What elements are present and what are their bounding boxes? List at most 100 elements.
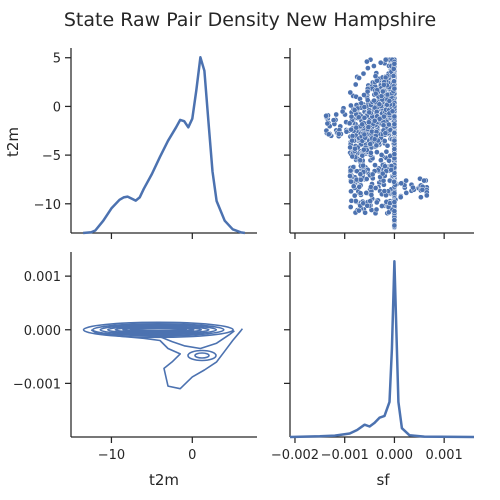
scatter-point [374, 149, 380, 155]
scatter-point [365, 124, 372, 131]
x-axis-label-t2m: t2m [149, 471, 179, 489]
scatter-point [391, 190, 398, 197]
kde2d-contours [82, 321, 244, 390]
kde2d-contour [129, 327, 188, 332]
kde2d-contour [107, 325, 210, 335]
scatter-point [419, 186, 426, 193]
scatter-point [379, 88, 386, 95]
scatter-point [364, 88, 371, 95]
scatter-point [324, 120, 331, 127]
scatter-point [352, 145, 358, 152]
scatter-point [351, 107, 358, 113]
scatter-point [348, 102, 354, 109]
scatter-point [373, 199, 380, 206]
scatter-point [381, 82, 387, 88]
scatter-point [333, 111, 340, 118]
x-axis-label-sf: sf [376, 471, 390, 489]
scatter-point [384, 142, 391, 149]
scatter-point [365, 65, 371, 71]
scatter-point [386, 121, 392, 128]
y-tick-label: 5 [53, 52, 61, 67]
scatter-point [352, 198, 359, 204]
scatter-point [391, 217, 398, 223]
scatter-point [371, 63, 377, 69]
y-tick-label: 0.000 [24, 324, 61, 339]
scatter-point [389, 108, 396, 115]
scatter-point [390, 66, 397, 72]
kde2d-contour [111, 330, 235, 350]
scatter-point [349, 137, 355, 144]
scatter-point [372, 90, 379, 97]
scatter-point [391, 199, 398, 205]
scatter-point [390, 73, 397, 79]
scatter-point [391, 130, 398, 136]
scatter-point [368, 184, 374, 190]
scatter-point [391, 146, 398, 152]
scatter-point [377, 59, 384, 66]
scatter-point [374, 77, 380, 84]
scatter-point [378, 157, 384, 164]
scatter-point [348, 126, 355, 133]
scatter-point [368, 149, 374, 156]
scatter-point [391, 178, 397, 185]
panel-sf-kde: −0.002 −0.001 0.000 0.001 [271, 252, 475, 463]
scatter-point [391, 222, 398, 229]
scatter-point [391, 151, 398, 157]
scatter-point [360, 146, 367, 153]
scatter-point [359, 121, 366, 128]
scatter-point [356, 75, 362, 81]
x-tick-label: 0.000 [376, 448, 413, 463]
kde2d-contour [114, 326, 203, 334]
scatter-point [383, 148, 390, 155]
scatter-point [347, 204, 354, 210]
scatter-point [380, 122, 387, 129]
scatter-point [350, 183, 357, 190]
scatter-point [323, 112, 329, 119]
scatter-point [362, 209, 368, 216]
kde2d-contour [194, 352, 210, 359]
scatter-point [391, 121, 398, 128]
scatter-point [363, 190, 370, 196]
scatter-point [372, 185, 379, 191]
scatter-point [418, 194, 424, 201]
kde2d-contour [90, 328, 244, 390]
scatter-point [364, 58, 370, 65]
scatter-point [357, 190, 364, 197]
scatter-point [421, 177, 427, 184]
scatter-point [343, 128, 350, 135]
scatter-point [356, 184, 363, 190]
scatter-point [378, 152, 385, 158]
scatter-point [347, 89, 354, 96]
scatter-point [391, 113, 398, 120]
scatter-point [351, 192, 358, 199]
scatter-point [352, 81, 359, 88]
scatter-point [357, 157, 364, 164]
scatter-point [347, 173, 353, 179]
panel-t2m-vs-sf-kde2d: 0.001 0.000 −0.001 −10 0 [13, 252, 257, 463]
scatter-point [397, 194, 404, 201]
y-tick-label: −10 [34, 198, 61, 213]
scatter-point [391, 85, 398, 92]
scatter-point [364, 202, 371, 209]
scatter-point [403, 190, 410, 196]
scatter-point [380, 177, 387, 184]
kde2d-contour [82, 321, 234, 339]
scatter-point [347, 167, 354, 174]
scatter-point [348, 178, 354, 185]
scatter-point [356, 207, 362, 214]
scatter-point [371, 97, 377, 104]
scatter-points [323, 56, 430, 231]
scatter-point [391, 208, 398, 214]
scatter-point [361, 131, 368, 138]
kde-curve [289, 260, 475, 439]
scatter-point [355, 114, 362, 121]
scatter-point [369, 171, 376, 178]
scatter-point [339, 108, 346, 115]
scatter-point [361, 114, 368, 121]
scatter-point [391, 137, 398, 144]
scatter-point [366, 109, 373, 116]
scatter-point [364, 97, 371, 103]
scatter-point [365, 119, 372, 126]
y-axis-label-t2m: t2m [4, 127, 22, 157]
scatter-point [398, 180, 405, 187]
